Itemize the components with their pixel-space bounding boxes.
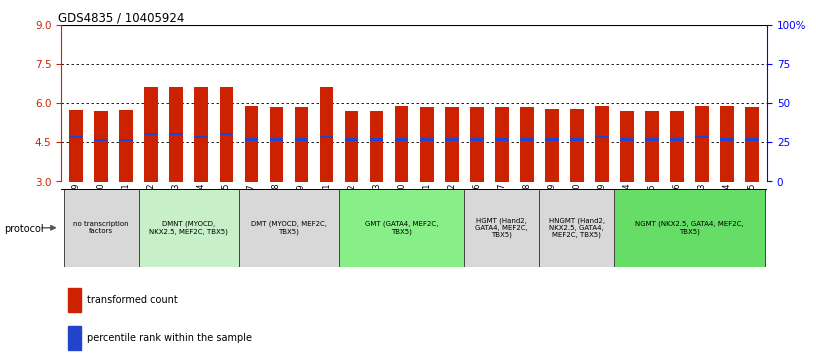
Bar [170,133,184,135]
Bar [395,138,409,140]
Bar [295,138,308,140]
Text: GMT (GATA4, MEF2C,
TBX5): GMT (GATA4, MEF2C, TBX5) [365,221,438,235]
Bar [670,111,684,182]
Bar [119,110,133,182]
Text: transformed count: transformed count [86,295,177,305]
Bar [69,288,81,313]
Bar [320,86,334,182]
Bar [320,136,334,138]
Bar [494,107,508,182]
Bar [395,106,409,182]
Bar [745,138,759,140]
Bar [620,138,634,140]
Bar [245,138,259,140]
Bar [344,111,358,182]
Bar [239,189,339,267]
Bar [695,106,709,182]
Bar [545,109,559,182]
Text: protocol: protocol [4,224,44,234]
Bar [344,138,358,140]
Text: DMNT (MYOCD,
NKX2.5, MEF2C, TBX5): DMNT (MYOCD, NKX2.5, MEF2C, TBX5) [149,221,228,235]
Bar [464,189,539,267]
Bar [419,138,433,140]
Bar [245,106,259,182]
Bar [194,86,208,182]
Bar [520,138,534,140]
Bar [119,139,133,141]
Bar [595,106,609,182]
Text: HNGMT (Hand2,
NKX2.5, GATA4,
MEF2C, TBX5): HNGMT (Hand2, NKX2.5, GATA4, MEF2C, TBX5… [548,217,605,238]
Bar [69,110,83,182]
Bar [695,136,709,138]
Text: no transcription
factors: no transcription factors [73,221,129,234]
Bar [570,109,583,182]
Bar [539,189,614,267]
Bar [370,111,384,182]
Text: HGMT (Hand2,
GATA4, MEF2C,
TBX5): HGMT (Hand2, GATA4, MEF2C, TBX5) [476,217,528,238]
Bar [570,138,583,140]
Bar [520,107,534,182]
Bar [545,138,559,140]
Bar [720,106,734,182]
Bar [295,107,308,182]
Text: DMT (MYOCD, MEF2C,
TBX5): DMT (MYOCD, MEF2C, TBX5) [251,221,327,235]
Bar [595,136,609,138]
Bar [269,107,283,182]
Bar [95,111,109,182]
Bar [494,138,508,140]
Bar [220,86,233,182]
Bar [144,133,158,135]
Bar [614,189,765,267]
Bar [95,139,109,141]
Bar [419,107,433,182]
Bar [339,189,464,267]
Bar [445,107,459,182]
Bar [745,107,759,182]
Bar [445,138,459,140]
Bar [720,138,734,140]
Bar [269,138,283,140]
Bar [645,138,659,140]
Bar [64,189,139,267]
Bar [645,111,659,182]
Bar [370,138,384,140]
Bar [220,133,233,135]
Bar [620,111,634,182]
Bar [194,136,208,138]
Bar [670,138,684,140]
Bar [170,86,184,182]
Bar [139,189,239,267]
Bar [69,136,83,138]
Text: GDS4835 / 10405924: GDS4835 / 10405924 [58,11,184,24]
Bar [69,326,81,350]
Text: percentile rank within the sample: percentile rank within the sample [86,333,251,343]
Bar [470,138,484,140]
Bar [144,86,158,182]
Bar [470,107,484,182]
Text: NGMT (NKX2.5, GATA4, MEF2C,
TBX5): NGMT (NKX2.5, GATA4, MEF2C, TBX5) [635,221,743,235]
